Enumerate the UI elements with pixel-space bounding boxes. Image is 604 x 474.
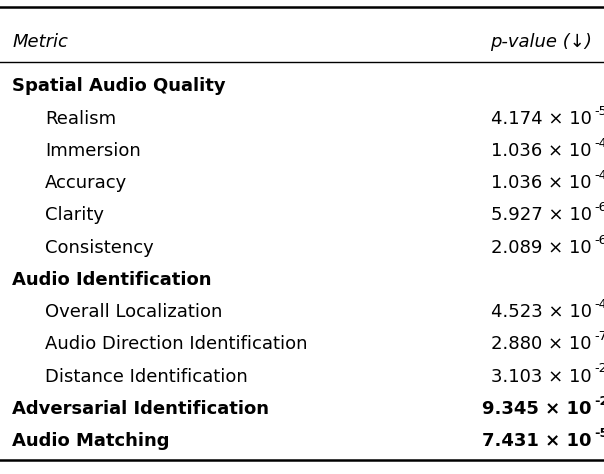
Text: -4: -4 [595, 169, 604, 182]
Text: 1.036 × 10: 1.036 × 10 [492, 174, 592, 192]
Text: Audio Identification: Audio Identification [12, 271, 211, 289]
Text: Audio Matching: Audio Matching [12, 432, 170, 450]
Text: 5.927 × 10: 5.927 × 10 [491, 206, 592, 224]
Text: 3.103 × 10: 3.103 × 10 [491, 367, 592, 385]
Text: Metric: Metric [12, 33, 68, 51]
Text: -2: -2 [595, 395, 604, 408]
Text: Adversarial Identification: Adversarial Identification [12, 400, 269, 418]
Text: Accuracy: Accuracy [45, 174, 127, 192]
Text: -2: -2 [595, 363, 604, 375]
Text: 2.089 × 10: 2.089 × 10 [491, 238, 592, 256]
Text: Immersion: Immersion [45, 142, 141, 160]
Text: 4.523 × 10: 4.523 × 10 [491, 303, 592, 321]
Text: 7.431 × 10: 7.431 × 10 [483, 432, 592, 450]
Text: 2.880 × 10: 2.880 × 10 [492, 335, 592, 353]
Text: Audio Direction Identification: Audio Direction Identification [45, 335, 308, 353]
Text: -4: -4 [595, 298, 604, 311]
Text: -6: -6 [595, 234, 604, 246]
Text: -7: -7 [595, 330, 604, 343]
Text: Clarity: Clarity [45, 206, 104, 224]
Text: 4.174 × 10: 4.174 × 10 [491, 109, 592, 128]
Text: Distance Identification: Distance Identification [45, 367, 248, 385]
Text: -6: -6 [595, 201, 604, 214]
Text: -5: -5 [595, 427, 604, 440]
Text: Realism: Realism [45, 109, 117, 128]
Text: Overall Localization: Overall Localization [45, 303, 223, 321]
Text: Consistency: Consistency [45, 238, 154, 256]
Text: -5: -5 [595, 105, 604, 118]
Text: p-value (↓): p-value (↓) [490, 33, 592, 51]
Text: Spatial Audio Quality: Spatial Audio Quality [12, 77, 226, 95]
Text: 1.036 × 10: 1.036 × 10 [492, 142, 592, 160]
Text: 9.345 × 10: 9.345 × 10 [483, 400, 592, 418]
Text: -4: -4 [595, 137, 604, 150]
